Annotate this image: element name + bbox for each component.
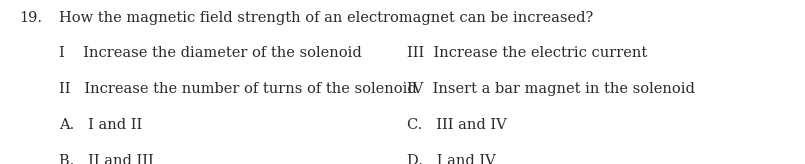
Text: III  Increase the electric current: III Increase the electric current — [407, 46, 646, 60]
Text: C.   III and IV: C. III and IV — [407, 118, 506, 132]
Text: I    Increase the diameter of the solenoid: I Increase the diameter of the solenoid — [59, 46, 361, 60]
Text: A.   I and II: A. I and II — [59, 118, 142, 132]
Text: How the magnetic field strength of an electromagnet can be increased?: How the magnetic field strength of an el… — [59, 11, 593, 25]
Text: IV  Insert a bar magnet in the solenoid: IV Insert a bar magnet in the solenoid — [407, 82, 695, 96]
Text: B.   II and III: B. II and III — [59, 154, 154, 164]
Text: 19.: 19. — [19, 11, 43, 25]
Text: D.   I and IV: D. I and IV — [407, 154, 495, 164]
Text: II   Increase the number of turns of the solenoid: II Increase the number of turns of the s… — [59, 82, 416, 96]
